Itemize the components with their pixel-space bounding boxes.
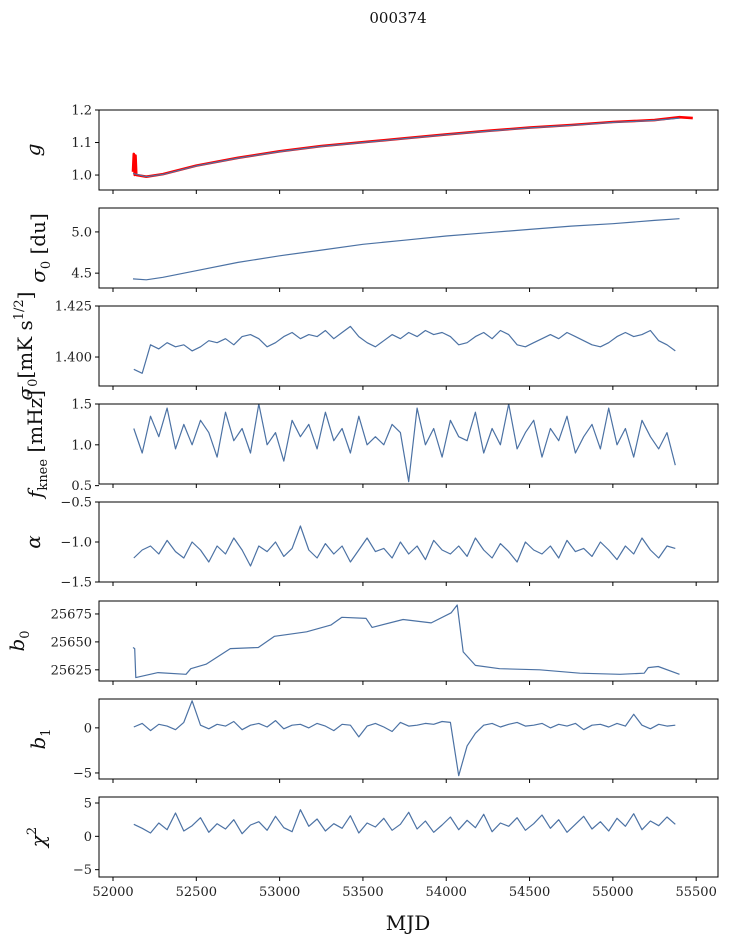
y-tick-label: 1.0 (71, 169, 92, 184)
y-axis-label-fknee: fknee [mHz] (23, 390, 51, 500)
figure-title: 000374 (369, 9, 426, 27)
y-tick-label: 0.5 (71, 479, 92, 494)
x-tick-label: 55500 (675, 885, 716, 900)
label-superscript: 2 (25, 827, 40, 835)
x-tick-label: 53500 (342, 885, 383, 900)
axes-frame (98, 207, 719, 289)
y-tick-label: 5 (84, 797, 92, 812)
y-tick-label: −5 (73, 766, 92, 781)
series-line-g (132, 117, 680, 178)
axes-frame (98, 698, 719, 780)
series-line-chi2 (133, 809, 676, 835)
label-symbol: b (5, 639, 29, 652)
y-tick-label: 1.2 (71, 104, 92, 119)
y-tick-label: −1.5 (60, 576, 92, 591)
y-tick-label: 4.5 (71, 267, 92, 282)
y-tick-label: 0 (84, 830, 92, 845)
y-axis-label-b0: b0 (5, 630, 33, 651)
y-axis-label-alpha: α (21, 535, 45, 549)
y-tick-label: −5 (73, 863, 92, 878)
y-tick-label: 0 (84, 721, 92, 736)
series-line-fknee (133, 404, 676, 483)
label-units-superscript: 1/2 (12, 299, 27, 320)
series-line-b1 (133, 700, 676, 777)
series-line-b0 (132, 604, 680, 679)
y-tick-label: 1.5 (71, 398, 92, 413)
y-tick-label: 25675 (51, 607, 92, 622)
y-tick-label: −0.5 (60, 496, 92, 511)
x-tick-label: 54000 (426, 885, 467, 900)
axes-frame (98, 600, 719, 682)
y-axis-label-chi2: χ2 (25, 827, 50, 849)
series-line-alpha (133, 525, 676, 567)
label-units: [mHz] (23, 390, 47, 459)
panel-b0: 25625 25650 25675 b0 (5, 600, 719, 685)
x-axis-label: MJD (386, 911, 431, 935)
y-tick-label: 5.0 (71, 225, 92, 240)
y-axis-label-g: g (21, 144, 45, 157)
y-tick-label: 25650 (51, 635, 92, 650)
x-tick-label: 55000 (592, 885, 633, 900)
y-tick-label: 1.1 (71, 136, 92, 151)
label-symbol: σ (26, 268, 50, 283)
label-symbol: α (21, 535, 45, 549)
series-line-sigma0-du (132, 218, 680, 281)
label-units: [mK s (13, 320, 37, 378)
label-units: [du] (26, 213, 50, 261)
panel-fknee: 0.5 1.0 1.5 fknee [mHz] (23, 390, 719, 500)
label-symbol: b (26, 737, 50, 750)
y-tick-label: 25625 (51, 663, 92, 678)
panel-chi2: 52000 52500 53000 53500 54000 54500 55000 55500… (25, 796, 719, 900)
y-tick-label: 1.400 (55, 351, 92, 366)
y-tick-label: 1.425 (55, 300, 92, 315)
y-axis-label-b1: b1 (26, 728, 54, 749)
label-symbol: χ (26, 833, 50, 849)
panel-sigma0-du: 4.5 5.0 σ0 [du] (26, 207, 719, 292)
x-tick-label: 53000 (259, 885, 300, 900)
panel-b1: −5 0 b1 (26, 698, 719, 783)
label-subscript: 0 (18, 630, 33, 638)
axes-frame (98, 305, 719, 387)
x-tick-label: 52500 (176, 885, 217, 900)
label-subscript: 0 (26, 379, 41, 387)
y-axis-label-sigma0-du: σ0 [du] (26, 213, 54, 283)
y-tick-label: 1.0 (71, 438, 92, 453)
y-axis-label-sigma0-mk: σ0[mK s1/2] (12, 291, 41, 400)
panel-sigma0-mk: 1.400 1.425 σ0[mK s1/2] (12, 291, 719, 401)
label-subscript: 0 (39, 261, 54, 269)
axes-frame (98, 796, 719, 878)
label-subscript: knee (36, 459, 51, 491)
label-symbol: σ (13, 386, 37, 401)
label-subscript: 1 (39, 728, 54, 736)
panel-alpha: −1.5 −1.0 −0.5 α (21, 496, 719, 591)
series-line-g-fit (131, 115, 693, 178)
series-line-sigma0-mK (133, 325, 676, 374)
axes-frame (98, 403, 719, 485)
label-units-close: ] (13, 291, 37, 299)
label-symbol: g (21, 144, 45, 157)
x-tick-label: 52000 (92, 885, 133, 900)
x-tick-label: 54500 (509, 885, 550, 900)
axes-frame (98, 109, 719, 191)
panel-g: 1.0 1.1 1.2 g (21, 104, 719, 194)
y-tick-label: −1.0 (60, 536, 92, 551)
